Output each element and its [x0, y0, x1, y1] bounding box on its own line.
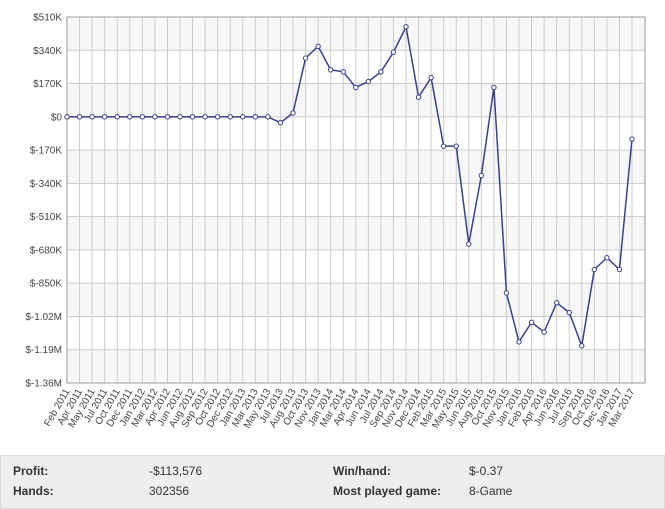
data-point	[629, 136, 635, 142]
series-line	[67, 24, 633, 349]
data-point	[478, 172, 485, 179]
stat-label: Hands:	[13, 484, 54, 498]
stat-label: Most played game:	[333, 484, 442, 498]
data-point	[139, 114, 146, 120]
data-point	[315, 43, 321, 50]
data-point	[566, 309, 572, 316]
data-point	[265, 114, 271, 120]
data-point	[428, 74, 434, 81]
data-point	[378, 69, 384, 75]
data-point	[616, 266, 623, 273]
chart: $510K $340K $170K $0 $-170K $-340K $-510K $-680…	[25, 13, 646, 431]
data-point	[240, 114, 246, 120]
data-point	[127, 114, 133, 120]
data-point	[466, 241, 472, 247]
y-tick-label: $-850K	[30, 279, 63, 290]
data-point	[440, 143, 447, 149]
data-point	[353, 84, 359, 91]
data-point	[252, 114, 259, 120]
y-tick-label: $-1.19M	[25, 345, 62, 356]
data-point	[553, 300, 560, 306]
y-tick-label: $-510K	[30, 212, 63, 223]
data-point	[327, 67, 334, 73]
data-point	[491, 84, 497, 91]
data-point	[177, 114, 183, 120]
y-tick-label: $170K	[33, 79, 62, 90]
data-point	[403, 24, 409, 30]
data-point	[64, 114, 70, 120]
y-tick-label: $340K	[33, 46, 62, 57]
stat-label: Profit:	[13, 464, 49, 478]
data-point	[340, 69, 346, 75]
stats-panel: Profit: -$113,576 Win/hand: $-0.37 Hands…	[0, 455, 665, 509]
data-point	[453, 143, 459, 149]
data-point	[101, 114, 108, 120]
data-point	[390, 49, 397, 55]
data-point	[76, 114, 83, 120]
stat-value: -$113,576	[149, 464, 203, 478]
stat-value: 8-Game	[469, 484, 513, 498]
y-tick-label: $-1.36M	[25, 379, 62, 390]
data-point	[302, 55, 309, 61]
y-tick-label: $-340K	[30, 179, 63, 190]
data-point	[89, 114, 95, 120]
data-point	[290, 110, 296, 116]
data-point	[541, 329, 547, 335]
data-point	[579, 343, 585, 349]
data-point	[365, 78, 372, 85]
data-point	[415, 94, 422, 100]
data-point	[152, 114, 158, 120]
plot-border	[66, 16, 646, 384]
data-point	[114, 114, 120, 120]
data-point	[164, 114, 171, 120]
data-point	[516, 339, 522, 345]
stat-label: Win/hand:	[333, 464, 391, 478]
y-tick-label: $-680K	[30, 245, 63, 256]
y-tick-label: $0	[51, 112, 63, 123]
data-point	[227, 114, 233, 120]
data-point	[591, 266, 598, 273]
stat-value: 302356	[149, 484, 190, 498]
data-point	[277, 119, 284, 126]
data-point	[528, 319, 535, 326]
y-tick-label: $-1.02M	[25, 312, 62, 323]
data-point	[503, 290, 510, 296]
data-point	[214, 114, 221, 120]
y-tick-label: $-170K	[30, 146, 63, 157]
stat-value: $-0.37	[469, 464, 504, 478]
data-point	[202, 114, 208, 120]
data-point	[604, 255, 610, 261]
data-point	[189, 114, 196, 120]
y-tick-label: $510K	[33, 13, 62, 24]
